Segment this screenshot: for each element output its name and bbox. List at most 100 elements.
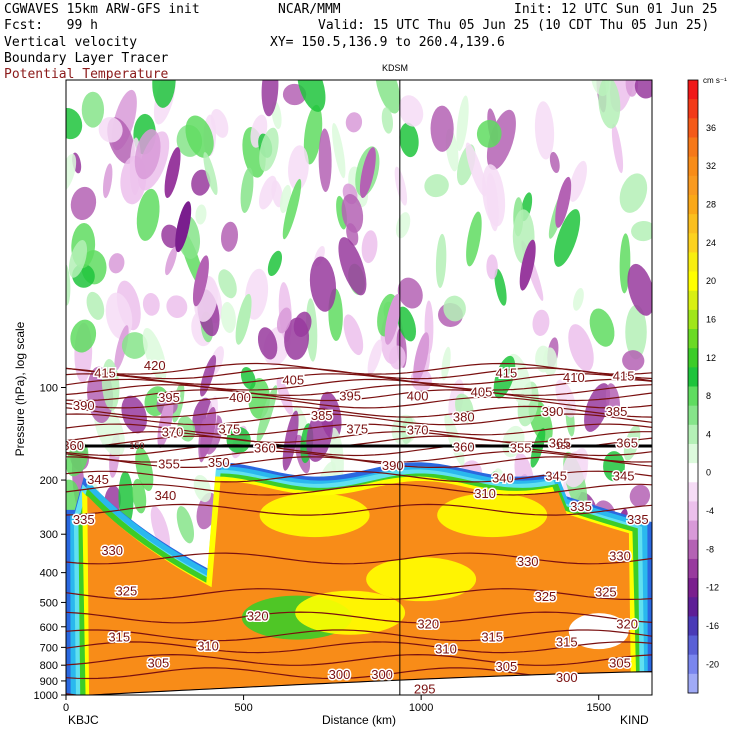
w-cell <box>625 304 647 360</box>
w-cell <box>562 451 588 488</box>
station-right: KIND <box>620 713 649 727</box>
theta-line <box>66 413 652 426</box>
theta-label: 300 <box>556 670 578 685</box>
w-cell <box>532 309 550 337</box>
w-cell <box>66 441 89 477</box>
theta-label: 295 <box>414 682 436 697</box>
w-cell <box>399 122 419 158</box>
w-cell <box>282 178 302 240</box>
w-cell <box>185 115 214 158</box>
terrain <box>66 671 652 695</box>
forecast-hour: Fcst: 99 h <box>4 18 98 33</box>
theta-label: 335 <box>627 512 649 527</box>
w-cell <box>200 355 217 397</box>
theta-label: 355 <box>158 457 180 472</box>
w-cell <box>486 254 498 280</box>
theta-label: 320 <box>417 617 439 632</box>
w-cell <box>220 301 236 334</box>
theta-line <box>66 431 652 444</box>
tracer-plume <box>437 493 548 538</box>
theta-label: 310 <box>435 641 457 656</box>
w-cell <box>309 256 337 312</box>
colorbar-swatch <box>688 252 698 273</box>
theta-label: 315 <box>556 635 578 650</box>
w-cell <box>259 127 279 172</box>
colorbar-label: 12 <box>706 353 716 363</box>
colorbar-label: 36 <box>706 123 716 133</box>
colorbar-swatch <box>688 290 698 311</box>
theta-label: 320 <box>247 608 269 623</box>
w-cell <box>176 506 195 544</box>
w-cell <box>192 255 209 307</box>
theta-label: 385 <box>606 404 628 419</box>
colorbar-label: 0 <box>706 468 711 478</box>
tracer-plume <box>295 590 406 635</box>
w-cell <box>70 319 97 353</box>
w-cell <box>424 174 449 198</box>
colorbar-label: -8 <box>706 544 714 554</box>
w-cell <box>476 119 502 148</box>
x-tick-label: 1000 <box>409 702 433 714</box>
w-cell <box>70 186 97 220</box>
theta-label: 325 <box>595 585 617 600</box>
theta-label: 360 <box>62 438 84 453</box>
colorbar-frame <box>687 79 699 694</box>
w-cell <box>166 295 188 318</box>
theta-label: 315 <box>481 629 503 644</box>
w-cell <box>218 269 237 299</box>
w-cell <box>271 180 283 208</box>
y-axis: 100 200 300 400 500 600 700 800 900 1000 <box>34 383 66 702</box>
theta-label: 305 <box>147 656 169 671</box>
w-cell <box>444 413 465 466</box>
w-cell <box>456 95 469 152</box>
colorbar-swatch <box>688 443 698 464</box>
theta-label: 335 <box>570 499 592 514</box>
w-cell <box>494 268 507 306</box>
theta-line <box>66 405 652 418</box>
colorbar-swatch <box>688 501 698 522</box>
w-cell <box>455 393 474 423</box>
w-cell <box>171 382 185 423</box>
w-cell <box>397 277 423 309</box>
theta-line <box>66 389 652 402</box>
w-cell <box>165 246 178 276</box>
w-cell <box>384 293 401 345</box>
w-cell <box>288 145 309 191</box>
theta-label: 330 <box>517 554 539 569</box>
colorbar-label: -4 <box>706 506 714 516</box>
w-cell <box>634 80 652 99</box>
w-cell <box>619 173 648 213</box>
theta-line <box>66 444 652 457</box>
colorbar-label: 20 <box>706 276 716 286</box>
w-cell <box>68 240 88 278</box>
valid-time: Valid: 15 UTC Thu 05 Jun 25 (10 CDT Thu … <box>318 18 710 33</box>
colorbar-swatch <box>688 616 698 637</box>
theta-label: 380 <box>453 409 475 424</box>
colorbar-label: -16 <box>706 621 719 631</box>
theta-label: 310 <box>197 638 219 653</box>
theta-line <box>66 396 652 409</box>
w-cell <box>332 122 346 179</box>
w-cell <box>150 506 171 552</box>
w-cell <box>549 151 560 173</box>
w-cell <box>568 324 594 372</box>
w-cell <box>221 221 239 252</box>
w-cell <box>98 116 123 143</box>
w-cell <box>443 295 466 322</box>
w-cell <box>534 101 555 160</box>
theta-label: 400 <box>229 390 251 405</box>
colorbar-label: 24 <box>706 238 716 248</box>
w-cell <box>603 451 625 482</box>
colorbar-label: 32 <box>706 161 716 171</box>
y-tick-label: 400 <box>40 568 58 580</box>
w-cell <box>161 224 180 249</box>
theta-label: 410 <box>563 370 585 385</box>
w-cell <box>142 293 160 316</box>
xy-coords: XY= 150.5,136.9 to 260.4,139.6 <box>270 35 505 50</box>
w-cell <box>589 308 615 347</box>
w-cell <box>257 327 278 360</box>
theta-label: 390 <box>73 398 95 413</box>
w-cell <box>318 128 332 192</box>
w-cell <box>210 108 229 138</box>
